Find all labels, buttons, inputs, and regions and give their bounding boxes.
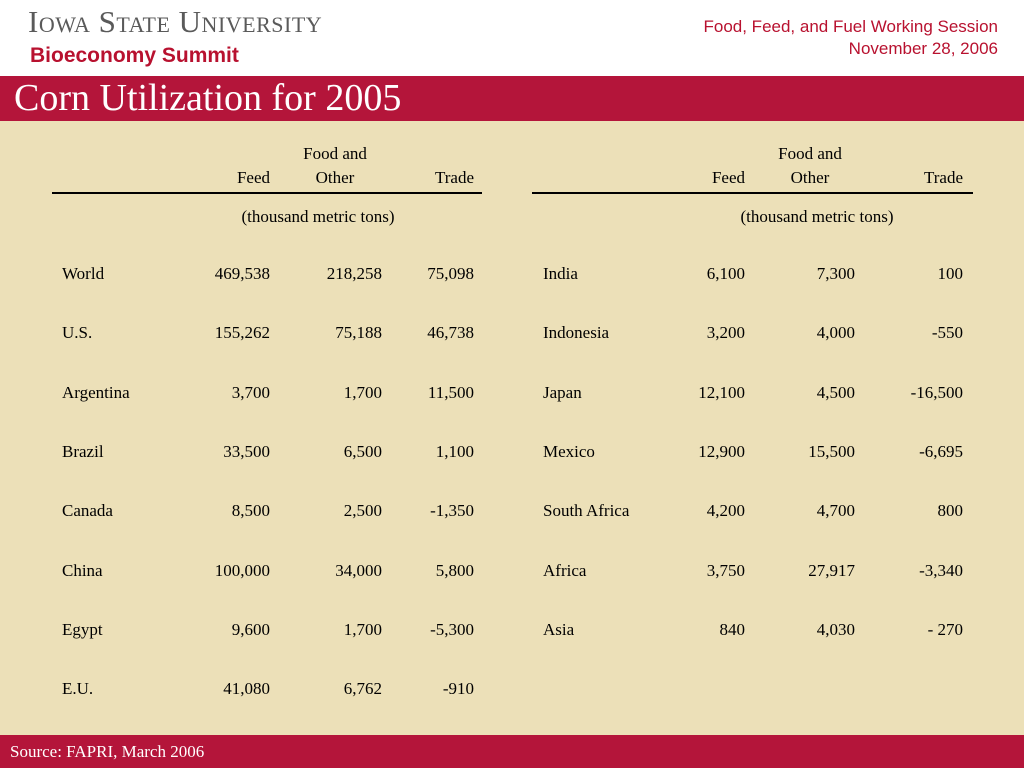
trade-value: -1,350 <box>430 501 474 520</box>
country-name: China <box>62 561 103 580</box>
trade-value: 1,100 <box>435 442 474 461</box>
food-other-value: 4,030 <box>816 620 855 639</box>
trade-value: -6,695 <box>919 442 963 461</box>
feed-value: 840 <box>719 620 746 639</box>
summit-name: Bioeconomy Summit <box>30 44 239 67</box>
source-note: Source: FAPRI, March 2006 <box>10 742 205 761</box>
left-header-trade: Trade <box>434 168 474 187</box>
session-info: Food, Feed, and Fuel Working Session Nov… <box>703 16 998 60</box>
food-other-value: 4,500 <box>816 383 855 402</box>
slide-footer: Source: FAPRI, March 2006 <box>0 735 1024 768</box>
feed-value: 100,000 <box>214 561 270 580</box>
feed-value: 6,100 <box>706 264 745 283</box>
session-date: November 28, 2006 <box>848 39 998 58</box>
food-other-value: 27,917 <box>808 561 855 580</box>
country-name: World <box>62 264 105 283</box>
trade-value: -16,500 <box>910 383 963 402</box>
trade-value: 46,738 <box>427 323 474 342</box>
trade-value: - 270 <box>927 620 963 639</box>
feed-value: 469,538 <box>214 264 270 283</box>
food-other-value: 15,500 <box>808 442 855 461</box>
trade-value: -550 <box>931 323 963 342</box>
right-units-label: (thousand metric tons) <box>740 207 894 226</box>
feed-value: 33,500 <box>223 442 270 461</box>
right-header-food-line1: Food and <box>778 144 842 163</box>
right-header-feed: Feed <box>711 168 745 187</box>
trade-value: -5,300 <box>430 620 474 639</box>
country-name: Canada <box>62 501 113 520</box>
right-header-trade: Trade <box>923 168 963 187</box>
food-other-value: 1,700 <box>343 383 382 402</box>
feed-value: 9,600 <box>231 620 270 639</box>
country-name: Africa <box>543 561 587 580</box>
feed-value: 12,900 <box>698 442 745 461</box>
trade-value: 75,098 <box>427 264 474 283</box>
food-other-value: 4,700 <box>816 501 855 520</box>
left-header-rule <box>52 192 482 194</box>
food-other-value: 6,762 <box>343 679 382 698</box>
country-name: Argentina <box>62 383 130 402</box>
country-name: India <box>543 264 578 283</box>
right-header-rule <box>532 192 973 194</box>
food-other-value: 2,500 <box>343 501 382 520</box>
food-other-value: 7,300 <box>816 264 855 283</box>
left-header-feed: Feed <box>236 168 270 187</box>
country-name: Egypt <box>62 620 103 639</box>
left-header-food-line2: Other <box>315 168 355 187</box>
feed-value: 8,500 <box>231 501 270 520</box>
country-name: Japan <box>543 383 582 402</box>
feed-value: 41,080 <box>223 679 270 698</box>
university-logo-text: Iowa State University <box>28 4 323 39</box>
food-other-value: 1,700 <box>343 620 382 639</box>
feed-value: 3,750 <box>706 561 745 580</box>
left-header-food-line1: Food and <box>303 144 367 163</box>
trade-value: 5,800 <box>435 561 474 580</box>
food-other-value: 75,188 <box>335 323 382 342</box>
feed-value: 3,700 <box>231 383 270 402</box>
food-other-value: 6,500 <box>343 442 382 461</box>
country-name: Mexico <box>543 442 595 461</box>
food-other-value: 34,000 <box>335 561 382 580</box>
feed-value: 155,262 <box>214 323 270 342</box>
title-band: Corn Utilization for 2005 <box>0 76 1024 121</box>
feed-value: 12,100 <box>698 383 745 402</box>
trade-value: 100 <box>937 264 964 283</box>
session-title: Food, Feed, and Fuel Working Session <box>703 17 998 36</box>
country-name: E.U. <box>62 679 94 698</box>
country-name: South Africa <box>543 501 630 520</box>
food-other-value: 218,258 <box>326 264 382 283</box>
trade-value: -3,340 <box>919 561 963 580</box>
country-name: Brazil <box>62 442 104 461</box>
food-other-value: 4,000 <box>816 323 855 342</box>
right-header-food-line2: Other <box>790 168 830 187</box>
slide-content <box>0 121 1024 735</box>
slide-title: Corn Utilization for 2005 <box>14 77 402 119</box>
country-name: U.S. <box>62 323 93 342</box>
trade-value: -910 <box>442 679 474 698</box>
left-units-label: (thousand metric tons) <box>241 207 395 226</box>
trade-value: 800 <box>937 501 964 520</box>
slide-header: Iowa State University Bioeconomy Summit … <box>0 0 1024 76</box>
country-name: Asia <box>543 620 575 639</box>
trade-value: 11,500 <box>427 383 474 402</box>
feed-value: 4,200 <box>706 501 745 520</box>
country-name: Indonesia <box>543 323 610 342</box>
feed-value: 3,200 <box>706 323 745 342</box>
